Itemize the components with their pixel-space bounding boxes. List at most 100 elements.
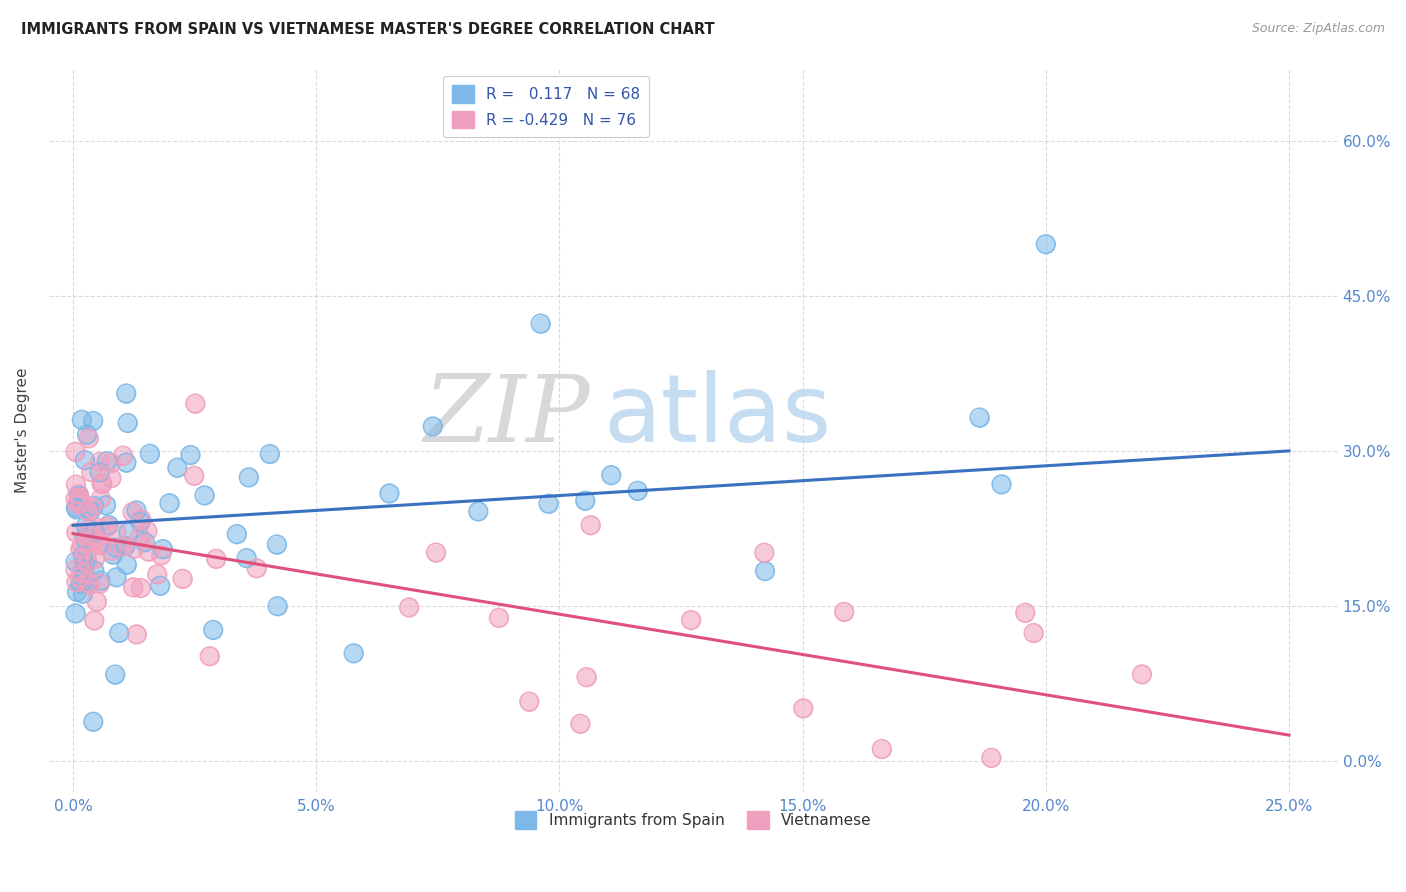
Point — [90, 491, 112, 506]
Point — [67, 489, 90, 503]
Point — [112, 449, 135, 463]
Point — [530, 317, 553, 331]
Point — [69, 491, 91, 506]
Point — [77, 575, 100, 590]
Point — [202, 623, 225, 637]
Point — [90, 538, 112, 552]
Point — [980, 751, 1002, 765]
Point — [115, 558, 138, 572]
Point — [225, 527, 247, 541]
Point — [73, 556, 96, 570]
Point — [65, 502, 87, 516]
Point — [115, 386, 138, 401]
Point — [754, 564, 776, 578]
Point — [112, 449, 135, 463]
Point — [627, 483, 650, 498]
Point — [754, 564, 776, 578]
Point — [138, 544, 160, 558]
Point — [104, 541, 127, 555]
Point — [89, 576, 111, 591]
Point — [77, 432, 100, 446]
Point — [122, 541, 145, 556]
Point — [105, 524, 128, 539]
Point — [575, 670, 598, 684]
Point — [90, 476, 112, 491]
Point — [65, 525, 87, 540]
Point — [266, 599, 288, 614]
Point — [117, 525, 139, 540]
Point — [72, 566, 94, 580]
Point — [76, 556, 98, 570]
Point — [125, 627, 148, 641]
Point — [122, 581, 145, 595]
Point — [83, 614, 105, 628]
Point — [114, 539, 136, 553]
Point — [65, 563, 87, 577]
Point — [101, 548, 124, 562]
Point — [105, 524, 128, 539]
Point — [112, 540, 135, 554]
Point — [467, 504, 489, 518]
Legend: Immigrants from Spain, Vietnamese: Immigrants from Spain, Vietnamese — [509, 805, 877, 835]
Point — [129, 512, 152, 526]
Point — [121, 505, 143, 519]
Point — [246, 561, 269, 575]
Point — [990, 477, 1012, 491]
Point — [1130, 667, 1153, 681]
Point — [65, 491, 87, 506]
Point — [159, 496, 181, 510]
Point — [69, 577, 91, 591]
Point — [238, 470, 260, 484]
Point — [100, 456, 122, 470]
Point — [980, 751, 1002, 765]
Point — [122, 581, 145, 595]
Point — [378, 486, 401, 500]
Point — [84, 531, 107, 545]
Point — [1130, 667, 1153, 681]
Point — [77, 432, 100, 446]
Point — [129, 581, 152, 595]
Point — [574, 493, 596, 508]
Point — [66, 584, 89, 599]
Point — [202, 623, 225, 637]
Point — [65, 477, 87, 491]
Point — [82, 534, 104, 549]
Point — [83, 524, 105, 539]
Point — [183, 468, 205, 483]
Point — [65, 563, 87, 577]
Point — [150, 549, 173, 563]
Point — [75, 519, 97, 533]
Point — [65, 445, 87, 459]
Point — [343, 646, 366, 660]
Point — [65, 500, 87, 515]
Point — [83, 564, 105, 578]
Point — [259, 447, 281, 461]
Point — [72, 549, 94, 563]
Point — [89, 466, 111, 480]
Point — [425, 545, 447, 559]
Point — [792, 701, 814, 715]
Point — [146, 567, 169, 582]
Point — [138, 544, 160, 558]
Point — [91, 476, 114, 491]
Point — [129, 512, 152, 526]
Point — [398, 600, 420, 615]
Point — [569, 716, 592, 731]
Point — [425, 545, 447, 559]
Point — [152, 542, 174, 557]
Point — [600, 468, 623, 483]
Point — [69, 491, 91, 506]
Point — [537, 497, 560, 511]
Point — [69, 570, 91, 584]
Point — [76, 427, 98, 442]
Point — [89, 455, 111, 469]
Point — [75, 519, 97, 533]
Point — [65, 500, 87, 515]
Point — [83, 614, 105, 628]
Point — [79, 504, 101, 518]
Point — [832, 605, 855, 619]
Point — [184, 396, 207, 410]
Point — [69, 541, 91, 556]
Point — [69, 570, 91, 584]
Point — [530, 317, 553, 331]
